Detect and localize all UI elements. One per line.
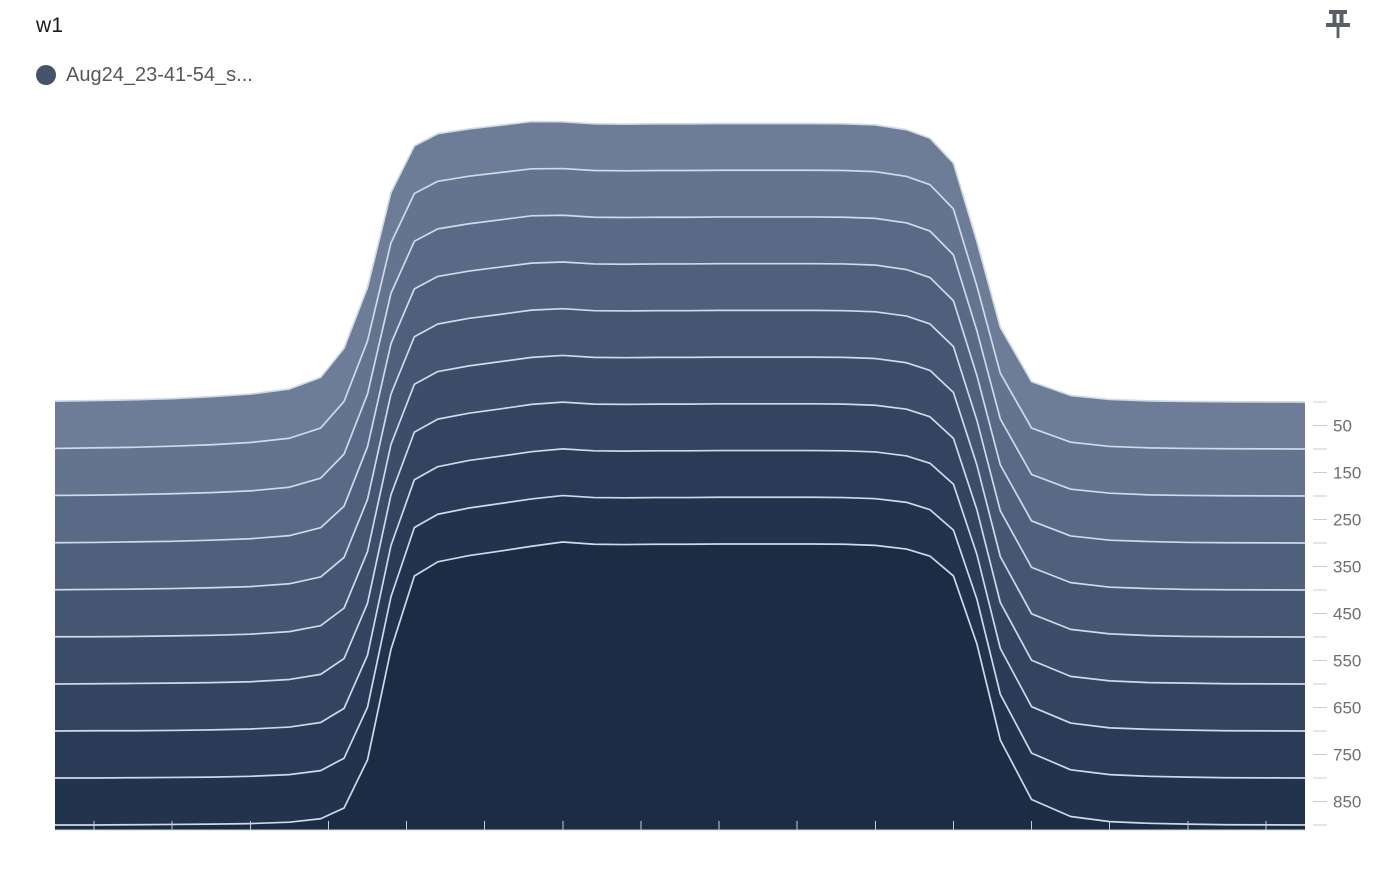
- ridge-outline: [55, 541, 1306, 826]
- ridge-area: [55, 542, 1305, 830]
- x-axis: -0.075 -0.065 -0.055 -0.045 -0.035 -0.025 -0.0…: [55, 821, 1305, 840]
- x-tick-label: -0.015: [539, 837, 587, 840]
- x-tick-label: -0.035: [382, 837, 430, 840]
- x-tick-label: 0.075: [1245, 837, 1288, 840]
- ridge-series-0[interactable]: [55, 541, 1306, 830]
- y-tick-label: 250: [1333, 511, 1361, 530]
- y-axis: 50 150 250 350 450 550 650 750 850: [1313, 401, 1361, 826]
- ridge-outline: [54, 448, 1306, 732]
- ridge-outline: [54, 120, 1306, 403]
- x-tick-label: -0.055: [226, 837, 274, 840]
- x-tick-label: 0.045: [1010, 837, 1053, 840]
- ridge-outline: [54, 167, 1306, 450]
- y-tick-label: 50: [1333, 417, 1352, 436]
- ridgeline-chart-svg: -0.075 -0.065 -0.055 -0.045 -0.035 -0.025 -0.0…: [54, 120, 1361, 840]
- ridge-series: [54, 120, 1306, 831]
- ridge-outline: [54, 401, 1306, 685]
- ridge-outline: [55, 354, 1306, 638]
- ridge-outline: [54, 214, 1306, 497]
- x-tick-label: -0.025: [461, 837, 509, 840]
- y-tick-label: 450: [1333, 605, 1361, 624]
- x-tick-label: -0.005: [617, 837, 665, 840]
- ridge-outline: [55, 494, 1306, 779]
- y-tick-label: 350: [1333, 558, 1361, 577]
- y-tick-label: 850: [1333, 793, 1361, 812]
- x-tick-label: 0.015: [776, 837, 819, 840]
- y-tick-label: 650: [1333, 699, 1361, 718]
- pushpin-icon[interactable]: [1318, 4, 1358, 44]
- ridge-outline: [54, 261, 1306, 544]
- legend-color-swatch: [36, 65, 56, 85]
- ridgeline-plot[interactable]: -0.075 -0.065 -0.055 -0.045 -0.035 -0.025 -0.0…: [0, 100, 1398, 840]
- y-tick-label: 550: [1333, 652, 1361, 671]
- chart-legend[interactable]: Aug24_23-41-54_s...: [36, 63, 253, 87]
- ridge-outline: [54, 307, 1306, 591]
- x-tick-label: 0.055: [1088, 837, 1131, 840]
- x-tick-label: -0.045: [304, 837, 352, 840]
- x-tick-label: 0.005: [698, 837, 741, 840]
- y-tick-label: 750: [1333, 746, 1361, 765]
- pushpin-glyph: [1326, 10, 1350, 38]
- x-tick-label: 0.035: [932, 837, 975, 840]
- x-tick-label: -0.075: [70, 837, 118, 840]
- page-title: w1: [36, 14, 64, 37]
- y-tick-label: 150: [1333, 464, 1361, 483]
- legend-item-label: Aug24_23-41-54_s...: [66, 64, 253, 86]
- x-tick-label: 0.025: [854, 837, 897, 840]
- x-tick-label: -0.065: [148, 837, 196, 840]
- x-tick-label: 0.065: [1167, 837, 1210, 840]
